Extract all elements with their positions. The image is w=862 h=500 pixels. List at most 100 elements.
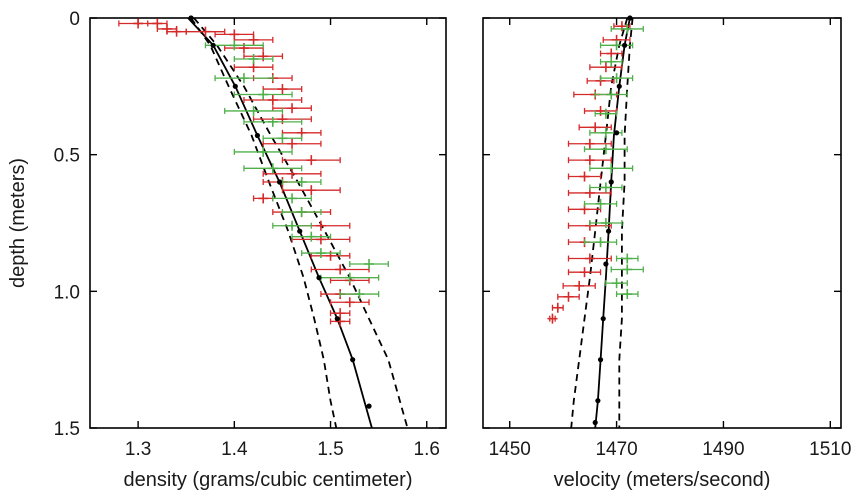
velocity-x-tick-label: 1470 — [595, 439, 637, 460]
density-red-data-point — [243, 95, 303, 105]
velocity-green-data-point — [615, 289, 639, 300]
density-green-data-point — [281, 207, 322, 218]
velocity-green-data-point — [599, 40, 634, 51]
velocity-dashed-model-curve — [570, 17, 629, 429]
velocity-green-data-point — [605, 278, 628, 289]
density-red-data-point — [262, 84, 303, 95]
velocity-x-tick-label: 1450 — [489, 439, 531, 460]
velocity-green-data-point — [599, 56, 623, 67]
velocity-red-data-point — [567, 138, 612, 149]
density-green-data-point — [243, 116, 303, 127]
velocity-model-dot — [592, 419, 598, 426]
density-red-data-point — [310, 264, 370, 275]
velocity-red-data-point — [583, 105, 618, 116]
density-red-data-point — [281, 185, 341, 196]
density-model-dot — [366, 403, 372, 409]
density-plot-frame — [89, 17, 447, 429]
depth-y-tick-label: 0.5 — [54, 146, 80, 167]
velocity-model-dot — [603, 261, 609, 267]
depth-y-tick-label: 1.5 — [54, 419, 80, 440]
density-dashed-model-curve — [193, 17, 409, 429]
density-model-dot — [188, 15, 194, 21]
depth-y-tick-label: 0 — [69, 9, 80, 30]
density-green-data-point — [233, 54, 274, 64]
density-green-data-point — [272, 193, 312, 204]
velocity-ticks — [483, 17, 841, 429]
density-model-dot — [297, 228, 303, 234]
density-x-axis-title: density (grams/cubic centimeter) — [124, 469, 413, 491]
density-dashed-model-curve — [190, 17, 338, 429]
velocity-dashed-model-curve — [618, 17, 634, 428]
density-red-data-point — [272, 103, 312, 114]
density-green-data-point — [320, 272, 380, 283]
density-x-tick-label: 1.3 — [125, 439, 151, 460]
velocity-model-dot — [627, 15, 633, 21]
velocity-model-dots — [592, 15, 633, 426]
density-model-dot — [210, 42, 216, 48]
velocity-model-dot — [595, 398, 601, 404]
velocity-model-dot — [621, 42, 628, 48]
velocity-plot-frame — [482, 17, 842, 429]
velocity-red-data-point — [547, 313, 558, 324]
velocity-green-data-point — [589, 163, 634, 174]
density-red-data-point — [281, 155, 341, 166]
density-green-data-point — [349, 259, 389, 269]
velocity-red-data-point — [578, 122, 612, 133]
density-red-data-point — [233, 34, 274, 45]
velocity-green-data-point — [589, 182, 623, 193]
velocity-green-data-point — [615, 253, 639, 264]
velocity-red-data-point — [562, 280, 596, 291]
density-red-data-point — [329, 316, 351, 327]
density-model-dot — [232, 83, 238, 89]
density-panel: 1.3 1.4 1.5 1.6 0 0.5 1.0 1.5 density (grams/c… — [7, 9, 447, 491]
density-red-data-point — [262, 168, 322, 179]
velocity-x-tick-label: 1490 — [702, 439, 744, 460]
velocity-model-dot — [613, 130, 620, 136]
velocity-green-data-point — [589, 218, 623, 228]
density-red-data-point — [243, 51, 284, 62]
velocity-green-data-point — [610, 23, 644, 34]
velocity-green-data-point — [610, 264, 644, 275]
density-x-tick-label: 1.5 — [317, 439, 343, 460]
density-green-data-point — [291, 231, 332, 242]
density-red-data-point — [262, 138, 322, 149]
density-green-data-point — [214, 73, 274, 84]
density-x-tick-labels: 1.3 1.4 1.5 1.6 — [125, 439, 440, 460]
density-red-data-point — [252, 193, 274, 204]
density-green-data-point — [301, 248, 341, 259]
density-green-data-point — [272, 220, 312, 231]
velocity-model-dot — [600, 316, 606, 322]
depth-y-axis-title: depth (meters) — [7, 158, 29, 288]
velocity-model-dot — [616, 83, 622, 89]
density-x-tick-label: 1.4 — [221, 439, 248, 460]
density-red-data-point — [291, 234, 351, 245]
velocity-green-data-point — [594, 89, 628, 100]
density-green-data-point — [233, 146, 293, 157]
velocity-model-dot — [608, 179, 614, 185]
density-ticks — [90, 17, 446, 429]
velocity-green-data-point — [583, 237, 618, 248]
velocity-red-data-point — [567, 267, 602, 278]
velocity-x-tick-label: 1510 — [809, 439, 851, 460]
velocity-model-dot — [597, 357, 604, 363]
velocity-model-dot — [605, 228, 612, 234]
velocity-red-data-point — [557, 291, 580, 302]
velocity-green-data-point — [583, 144, 628, 155]
velocity-green-data-point — [594, 108, 618, 119]
density-model-dot — [350, 357, 356, 363]
density-model-dot — [316, 275, 322, 281]
velocity-green-data-point — [583, 198, 618, 209]
density-green-data-point — [339, 289, 380, 300]
velocity-red-data-point — [567, 253, 612, 264]
velocity-red-data-point — [551, 302, 564, 313]
depth-y-tick-label: 1.0 — [54, 282, 80, 303]
velocity-red-data-point — [567, 171, 602, 182]
density-red-data-point — [185, 26, 226, 37]
velocity-red-data-point — [589, 62, 623, 73]
density-green-data-point — [281, 177, 322, 187]
velocity-red-data-point — [602, 34, 631, 45]
density-green-data-point — [233, 89, 293, 100]
density-model-dots — [188, 15, 372, 409]
density-model-dot — [276, 179, 283, 185]
